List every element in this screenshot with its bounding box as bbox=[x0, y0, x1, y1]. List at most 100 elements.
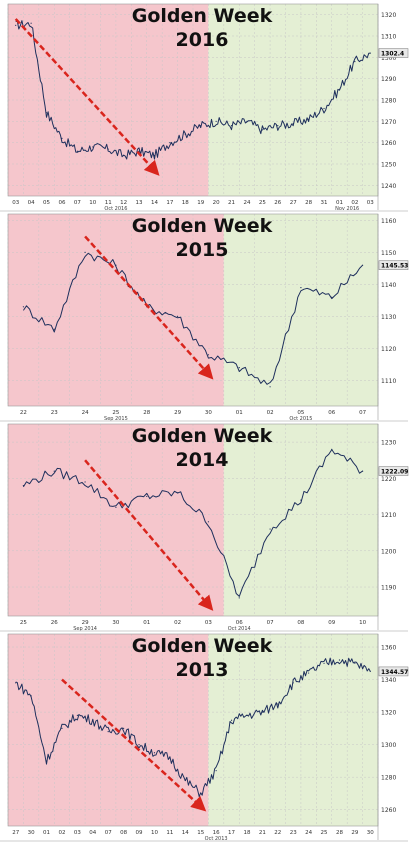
price-point bbox=[61, 137, 63, 139]
y-tick-label: 1310 bbox=[381, 34, 396, 41]
x-tick-label: 07 bbox=[105, 830, 112, 836]
y-tick-label: 1300 bbox=[381, 742, 396, 749]
price-point bbox=[230, 719, 233, 721]
x-tick-label: 25 bbox=[259, 200, 266, 206]
x-tick-label: 31 bbox=[321, 200, 328, 206]
price-point bbox=[215, 770, 217, 772]
x-tick-label: 10 bbox=[151, 830, 158, 836]
x-tick-label: 09 bbox=[328, 620, 335, 626]
post-holiday-region bbox=[223, 214, 378, 406]
x-tick-label: 08 bbox=[297, 620, 304, 626]
price-point bbox=[331, 448, 333, 450]
pre-holiday-region bbox=[8, 424, 224, 616]
y-tick-label: 1230 bbox=[381, 440, 396, 447]
x-tick-label: 21 bbox=[228, 200, 235, 206]
x-tick-label: 05 bbox=[297, 410, 304, 416]
last-price-label: 1302.4 bbox=[381, 51, 404, 58]
price-point bbox=[169, 142, 171, 144]
chart-panel-2016: 1240125012601270128012901300131013201302… bbox=[0, 3, 409, 212]
price-point bbox=[207, 354, 210, 356]
price-point bbox=[22, 484, 25, 487]
x-tick-label: 01 bbox=[143, 620, 150, 626]
x-tick-label: 25 bbox=[321, 830, 328, 836]
price-point bbox=[84, 251, 86, 253]
x-tick-label: 02 bbox=[58, 830, 65, 836]
chart-panel-2014: 1190 1200 1210 1220 1230 1222.09 Golden Week20… bbox=[0, 423, 408, 632]
x-group-label: Oct 2014 bbox=[228, 626, 251, 632]
price-point bbox=[53, 470, 55, 472]
x-group-label: Oct 2015 bbox=[289, 416, 312, 422]
x-group-label: Nov 2016 bbox=[335, 206, 359, 212]
price-point bbox=[277, 703, 279, 705]
price-point bbox=[200, 125, 202, 127]
price-point bbox=[30, 22, 32, 24]
price-point bbox=[30, 695, 32, 697]
price-point bbox=[269, 528, 271, 530]
x-tick-label: 11 bbox=[166, 830, 173, 836]
x-tick-label: 09 bbox=[136, 830, 143, 836]
x-tick-label: 30 bbox=[367, 830, 374, 836]
price-point bbox=[261, 129, 263, 131]
last-price-box bbox=[378, 260, 409, 270]
price-point bbox=[84, 481, 86, 483]
x-tick-label: 04 bbox=[89, 830, 96, 836]
chart-title-line1: Golden Week bbox=[132, 635, 273, 657]
y-tick-label: 1320 bbox=[381, 710, 396, 717]
x-tick-label: 05 bbox=[43, 200, 50, 206]
y-tick-label: 1290 bbox=[381, 76, 396, 83]
price-point bbox=[261, 711, 263, 713]
x-tick-label: 06 bbox=[236, 620, 243, 626]
x-tick-label: 25 bbox=[20, 620, 27, 626]
chart-title-line2: 2014 bbox=[176, 449, 229, 471]
y-tick-label: 1250 bbox=[381, 162, 396, 169]
x-tick-label: 03 bbox=[12, 200, 19, 206]
price-point bbox=[238, 367, 240, 369]
x-tick-label: 30 bbox=[28, 830, 35, 836]
price-point bbox=[76, 150, 78, 152]
price-point bbox=[323, 662, 325, 664]
price-point bbox=[146, 495, 148, 498]
price-point bbox=[238, 597, 240, 599]
chart-panel-2013: 1260 1280 1300 1320 1340 1360 1344.57 Golden We… bbox=[0, 633, 408, 842]
last-price-label: 1344.57 bbox=[381, 669, 408, 676]
downtrend-arrow bbox=[14, 18, 160, 176]
y-tick-label: 1260 bbox=[381, 807, 396, 814]
x-tick-label: 22 bbox=[20, 410, 27, 416]
price-point bbox=[300, 499, 302, 501]
x-tick-label: 01 bbox=[236, 410, 243, 416]
price-point bbox=[269, 386, 271, 388]
chart-title-line2: 2015 bbox=[176, 239, 229, 261]
price-point bbox=[300, 287, 302, 289]
x-tick-label: 24 bbox=[243, 200, 250, 206]
x-tick-label: 18 bbox=[243, 830, 250, 836]
x-tick-label: 28 bbox=[143, 410, 150, 416]
price-point bbox=[115, 264, 117, 266]
x-tick-label: 01 bbox=[43, 830, 50, 836]
price-point bbox=[61, 727, 63, 729]
chart-title-line2: 2013 bbox=[176, 659, 229, 681]
price-point bbox=[53, 328, 55, 330]
price-point bbox=[138, 744, 140, 746]
y-tick-label: 1320 bbox=[381, 12, 396, 19]
x-tick-label: 02 bbox=[174, 620, 181, 626]
price-point bbox=[230, 125, 233, 127]
x-tick-label: 11 bbox=[105, 200, 112, 206]
last-price-box bbox=[378, 48, 409, 58]
x-tick-label: 27 bbox=[12, 830, 19, 836]
pre-holiday-region bbox=[8, 214, 224, 406]
chart-title-line1: Golden Week bbox=[132, 215, 273, 237]
price-point bbox=[215, 120, 217, 122]
x-tick-label: 07 bbox=[74, 200, 81, 206]
price-point bbox=[176, 492, 179, 494]
x-tick-label: 24 bbox=[305, 830, 312, 836]
x-tick-label: 16 bbox=[213, 830, 220, 836]
price-point bbox=[369, 52, 371, 54]
price-point bbox=[308, 672, 310, 674]
chart-title-line2: 2016 bbox=[176, 29, 229, 51]
price-point bbox=[354, 662, 356, 664]
y-tick-label: 1160 bbox=[381, 218, 396, 225]
price-point bbox=[15, 24, 17, 26]
x-tick-label: 02 bbox=[267, 410, 274, 416]
downtrend-arrow bbox=[84, 459, 214, 611]
